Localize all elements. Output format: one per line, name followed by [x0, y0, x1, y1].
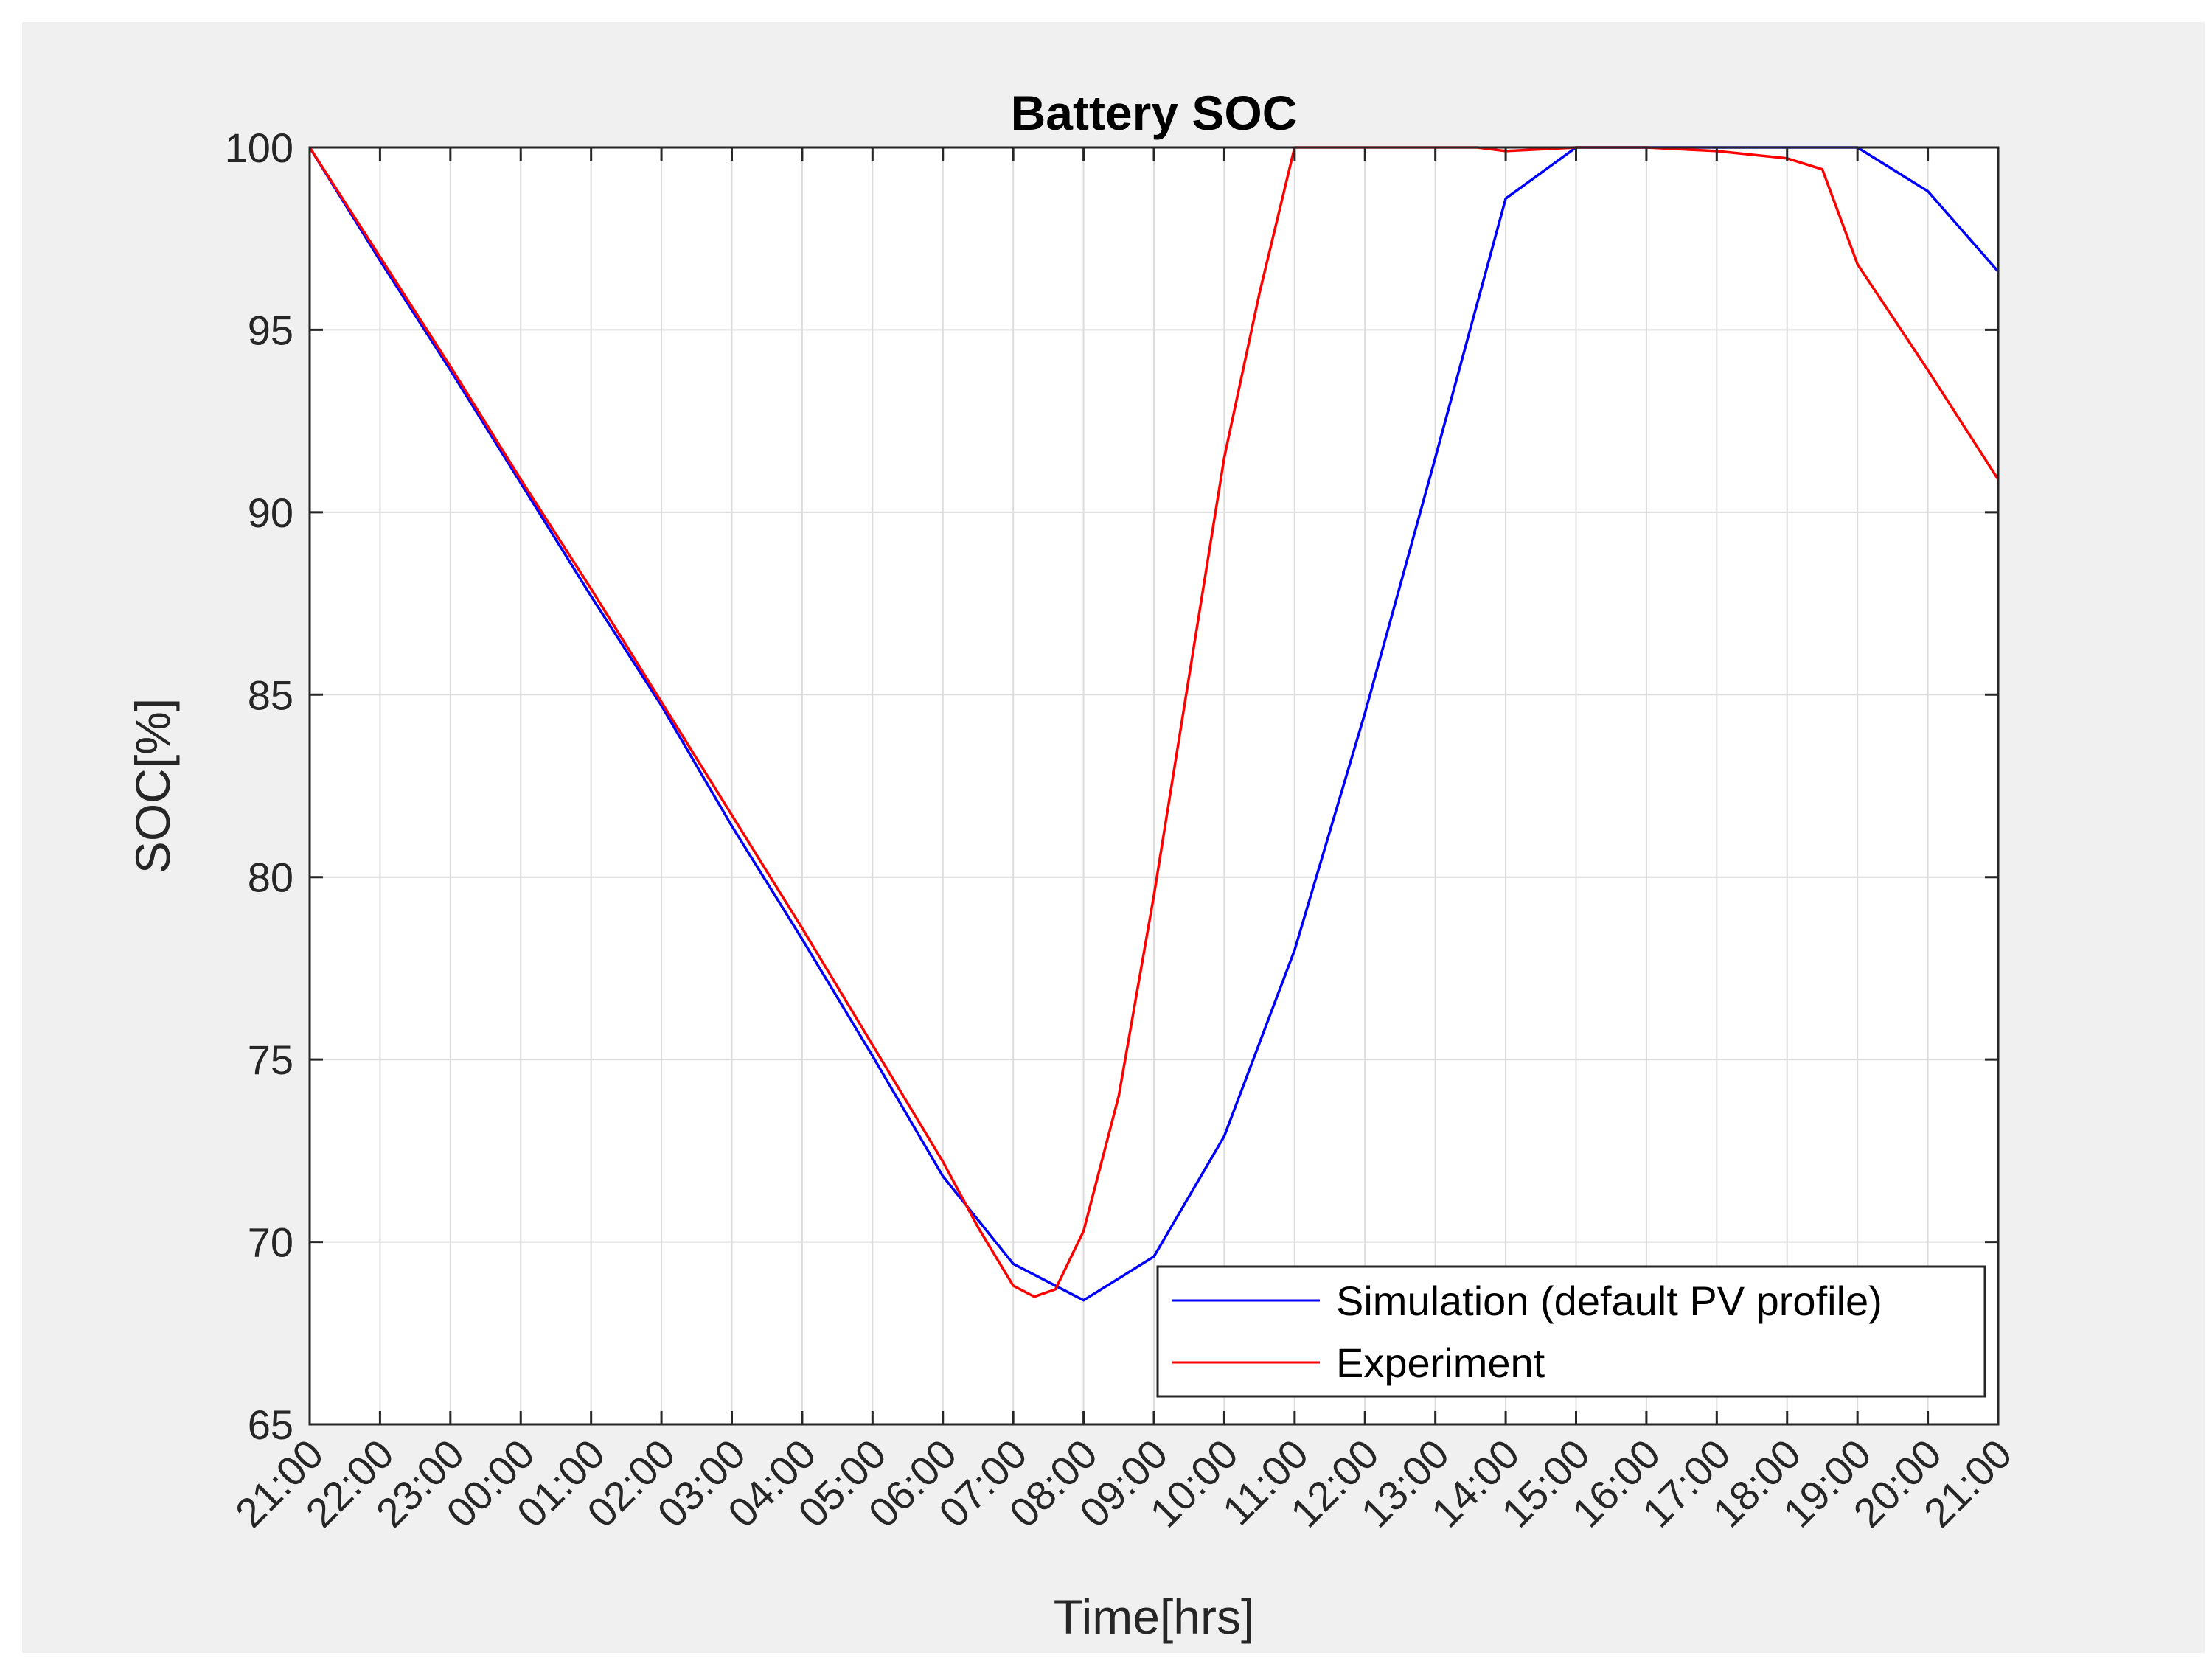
x-axis-label: Time[hrs] — [1054, 1589, 1255, 1644]
chart: 65 70 75 80 85 90 95 100 21:0022:0023:0000:0001… — [125, 86, 2021, 1644]
figure-background: 65 70 75 80 85 90 95 100 21:00 22:00 23:00 00:00 01… — [22, 22, 2205, 1653]
y-tick-labels: 65 70 75 80 85 90 95 100 — [225, 125, 293, 1448]
y-axis-label: SOC[%] — [125, 698, 180, 874]
y-tick-label: 90 — [248, 490, 293, 536]
legend-box — [1156, 1265, 1986, 1398]
chart-title: Battery SOC — [1011, 86, 1298, 140]
legend-label-simulation: Simulation (default PV profile) — [1336, 1278, 1882, 1324]
x-tick-labels: 21:0022:0023:0000:0001:0002:0003:0004:00… — [226, 1430, 2021, 1536]
y-tick-label: 80 — [248, 854, 293, 901]
ticks — [308, 146, 2000, 1426]
y-tick-label: 85 — [248, 672, 293, 718]
y-tick-label: 65 — [248, 1401, 293, 1448]
legend-label-experiment: Experiment — [1336, 1340, 1545, 1386]
y-tick-label: 95 — [248, 307, 293, 353]
series-line-experiment — [308, 146, 2000, 1298]
y-tick-label: 75 — [248, 1037, 293, 1083]
y-tick-label: 70 — [248, 1219, 293, 1266]
y-tick-label: 100 — [225, 125, 293, 171]
legend: Simulation (default PV profile) Experime… — [1156, 1265, 1986, 1398]
